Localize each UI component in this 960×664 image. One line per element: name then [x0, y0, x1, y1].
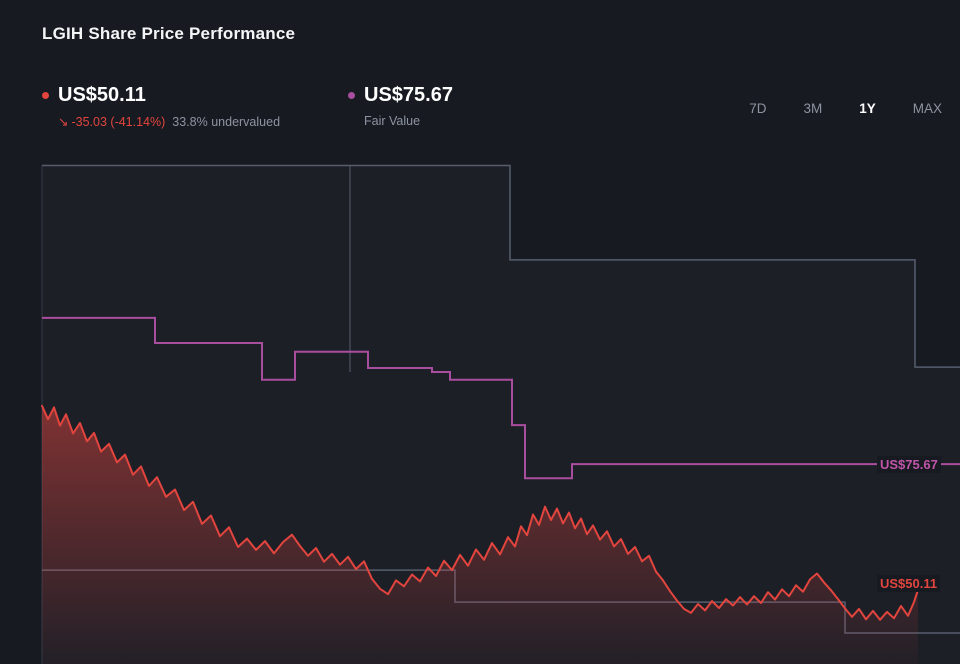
share-price-change: -35.03 (-41.14%): [71, 114, 166, 129]
legend-share-price: US$50.11 ↘ -35.03 (-41.14%) 33.8% underv…: [42, 84, 280, 129]
range-7d[interactable]: 7D: [749, 101, 767, 116]
trend-down-icon: ↘: [58, 115, 69, 129]
range-selector: 7D 3M 1Y MAX: [749, 101, 942, 116]
range-max[interactable]: MAX: [912, 101, 942, 116]
share-price-axis-label: US$50.11: [877, 575, 941, 592]
fair-value-value: US$75.67: [364, 84, 453, 106]
range-1y[interactable]: 1Y: [859, 101, 876, 116]
fair-value-dot-icon: [348, 92, 355, 99]
share-price-value: US$50.11: [58, 84, 146, 106]
undervalued-note: 33.8% undervalued: [172, 114, 281, 129]
range-3m[interactable]: 3M: [803, 101, 823, 116]
share-price-dot-icon: [42, 92, 49, 99]
page-title: LGIH Share Price Performance: [42, 24, 296, 43]
fair-value-axis-label: US$75.67: [877, 456, 941, 473]
legend-fair-value: US$75.67 Fair Value: [348, 84, 453, 128]
fair-value-note: Fair Value: [364, 114, 421, 128]
